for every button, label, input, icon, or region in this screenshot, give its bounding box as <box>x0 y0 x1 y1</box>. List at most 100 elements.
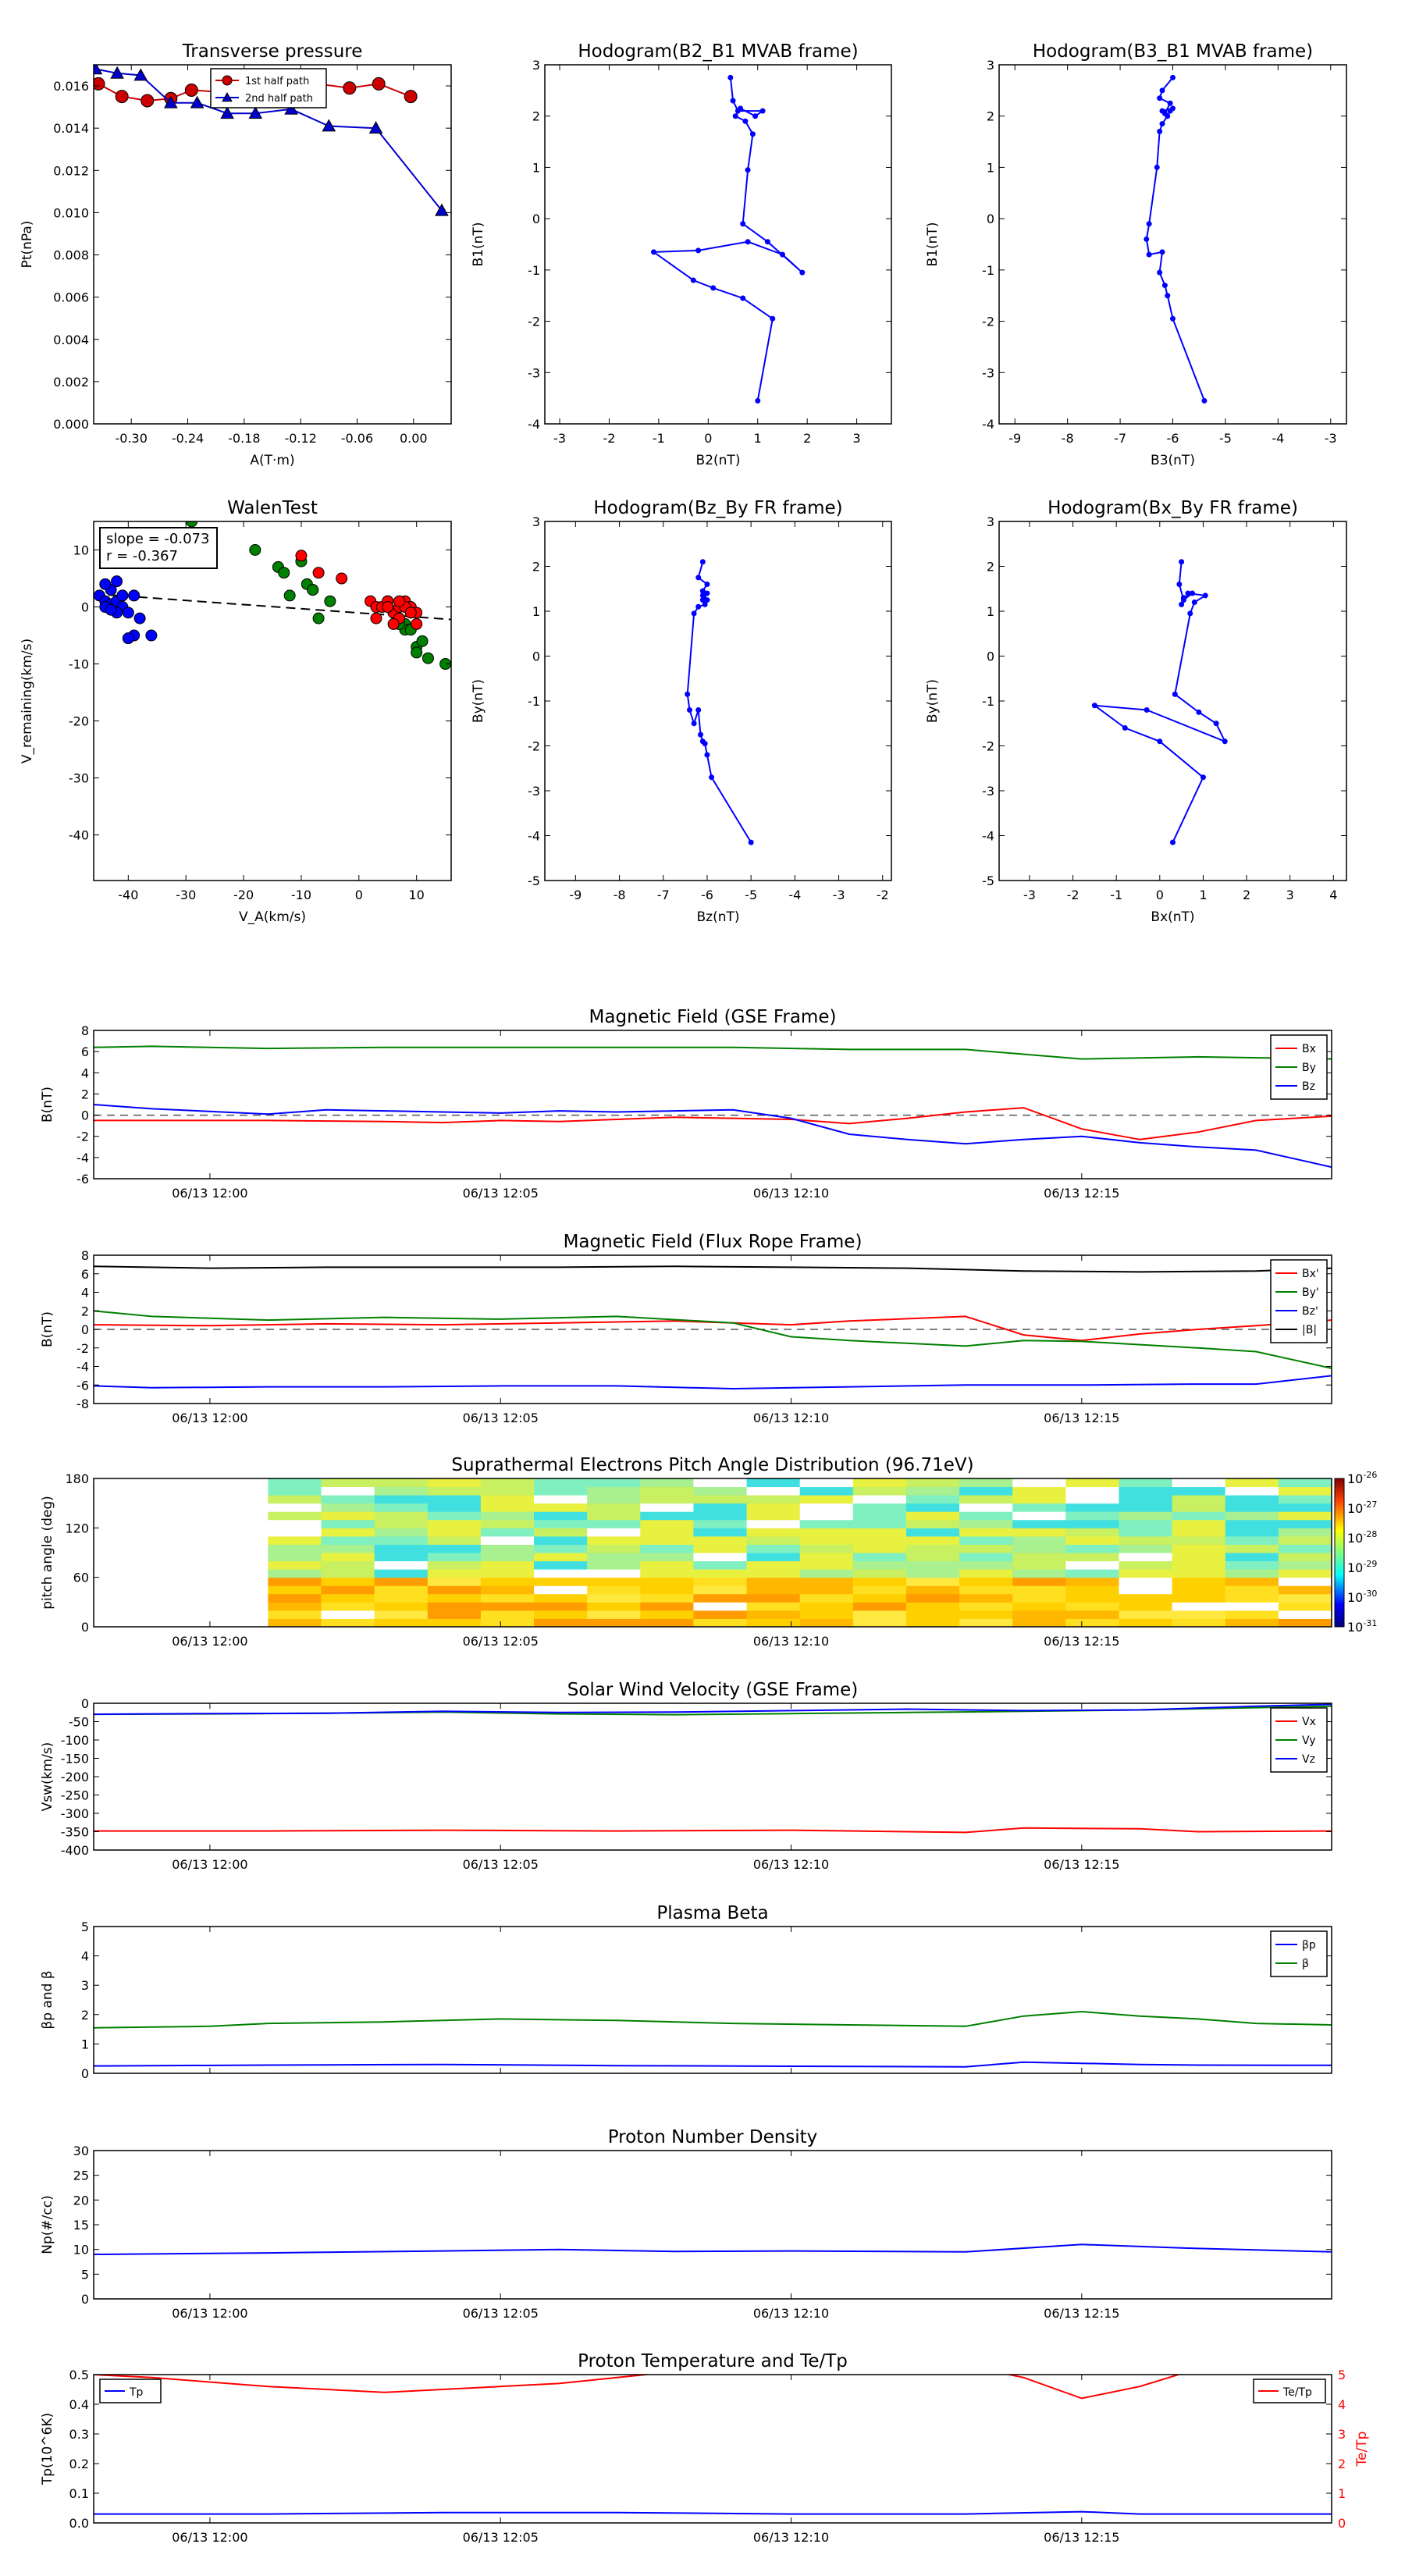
x-tick-label: -9 <box>569 888 582 902</box>
heatmap-cell <box>1012 1544 1066 1553</box>
heatmap-cell <box>1172 1560 1226 1570</box>
heatmap-cell <box>852 1560 907 1570</box>
heatmap-cell <box>746 1585 801 1595</box>
y-tick-label: -4 <box>76 1360 89 1375</box>
heatmap-cell <box>1172 1577 1226 1586</box>
heatmap-cell <box>1012 1503 1066 1512</box>
data-point <box>799 269 806 276</box>
heatmap-cell <box>905 1569 960 1578</box>
legend-label: Bz' <box>1302 1305 1318 1318</box>
y-tick-label: 2 <box>532 560 540 575</box>
heatmap-cell <box>268 1495 322 1504</box>
heatmap-cell <box>374 1585 429 1595</box>
data-point <box>686 707 692 713</box>
heatmap-cell <box>587 1535 641 1545</box>
heatmap-cell <box>587 1610 641 1619</box>
y-tick-label: 0.3 <box>69 2427 89 2442</box>
exponent: -29 <box>1363 1559 1377 1569</box>
panel-wt: WalenTest -40 -30 -20 -10 0 10 -40 -30 -20 -10 0 10 V… <box>20 498 452 925</box>
data-point <box>322 119 336 132</box>
heatmap-cell <box>693 1577 748 1586</box>
y-axis-label: B1(nT) <box>925 222 941 267</box>
data-point <box>745 239 751 245</box>
heatmap-cell <box>587 1569 641 1578</box>
data-point <box>1185 590 1191 596</box>
data-point <box>749 131 756 137</box>
x-tick-label: -2 <box>1067 888 1080 902</box>
x-tick-label: 06/13 12:05 <box>463 2530 539 2545</box>
heatmap-cell <box>587 1593 641 1603</box>
heatmap-cell <box>321 1486 375 1496</box>
data-point <box>1179 559 1185 565</box>
heatmap-cell <box>534 1495 588 1504</box>
heatmap-cell <box>268 1585 322 1595</box>
heatmap-cell <box>640 1495 694 1504</box>
data-point <box>116 589 129 602</box>
heatmap-cell <box>374 1519 429 1528</box>
y-tick-label: 0.2 <box>69 2457 89 2471</box>
data-point <box>748 839 754 845</box>
legend-label: By <box>1302 1062 1316 1074</box>
data-point <box>1170 839 1176 845</box>
y-tick-label: -150 <box>61 1752 89 1767</box>
heatmap-cell <box>1278 1610 1332 1619</box>
data-point <box>1191 600 1197 605</box>
y-tick-label: 0 <box>81 1696 89 1711</box>
heatmap-cell <box>746 1486 801 1496</box>
data-point <box>1180 597 1186 603</box>
legend-label: 2nd half path <box>245 93 313 105</box>
y-tick-label: 6 <box>81 1044 89 1059</box>
x-tick-label: 06/13 12:00 <box>172 1634 247 1649</box>
heatmap-cell <box>1172 1528 1226 1537</box>
heatmap-cell <box>374 1560 429 1570</box>
y-tick-label: 0 <box>532 649 540 664</box>
heatmap-cell <box>640 1593 694 1603</box>
y-axis-label: V_remaining(km/s) <box>20 639 35 763</box>
series-line <box>94 1315 1332 1342</box>
heatmap-cell <box>427 1553 482 1562</box>
x-tick-label: -4 <box>788 888 801 902</box>
heatmap-cell <box>321 1610 375 1619</box>
legend-label: Tp <box>129 2386 144 2399</box>
colorbar-tick-label: 10-31 <box>1347 1618 1377 1635</box>
heatmap-cell <box>959 1528 1013 1537</box>
heatmap-cell <box>905 1544 960 1553</box>
heatmap-cell <box>480 1560 535 1570</box>
data-point <box>1146 251 1152 258</box>
y-axis-label: Vsw(km/s) <box>40 1742 55 1812</box>
heatmap-cell <box>693 1602 748 1611</box>
heatmap-cell <box>1012 1602 1066 1611</box>
heatmap-cell <box>1065 1553 1119 1562</box>
chart-title: Hodogram(Bx_By FR frame) <box>1048 498 1298 518</box>
legend-label: Bx <box>1302 1043 1316 1055</box>
heatmap-cell <box>640 1535 694 1545</box>
data-point <box>404 607 417 619</box>
data-point <box>685 691 691 697</box>
axes-frame <box>93 521 452 881</box>
data-point <box>111 575 123 588</box>
heatmap-cell <box>427 1478 482 1488</box>
data-point <box>307 584 319 596</box>
annotation-text: r = -0.367 <box>106 548 178 564</box>
legend-label: |B| <box>1302 1324 1317 1336</box>
y-tick-label: 8 <box>81 1248 89 1263</box>
heatmap-cell <box>799 1503 854 1512</box>
colorbar-tick-label: 10-29 <box>1347 1559 1377 1575</box>
heatmap-cell <box>1278 1585 1332 1595</box>
y-tick-label: 5 <box>81 1920 89 1934</box>
chart-title: Proton Number Density <box>608 2127 818 2147</box>
heatmap-cell <box>587 1519 641 1528</box>
heatmap-cell <box>1278 1560 1332 1570</box>
heatmap-cell <box>959 1577 1013 1586</box>
data-point <box>312 612 325 624</box>
y-tick-label: 3 <box>532 514 540 529</box>
y-tick-label: -6 <box>76 1172 89 1187</box>
heatmap-cell <box>852 1593 907 1603</box>
heatmap-cell <box>268 1544 322 1553</box>
heatmap-cell <box>1278 1478 1332 1488</box>
heatmap-cell <box>268 1569 322 1578</box>
heatmap-cell <box>905 1577 960 1586</box>
heatmap-cell <box>693 1511 748 1521</box>
chart-title: WalenTest <box>227 498 318 518</box>
heatmap-cell <box>640 1528 694 1537</box>
